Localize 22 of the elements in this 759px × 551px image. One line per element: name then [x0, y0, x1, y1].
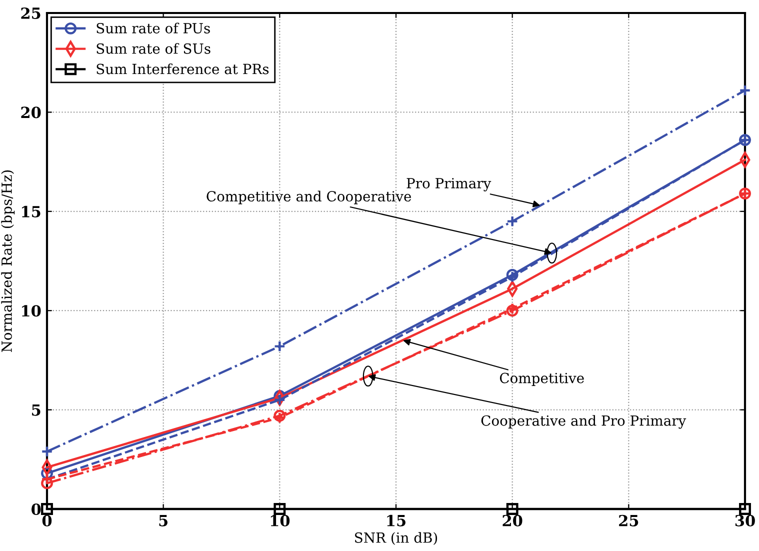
x-tick-label: 10 [270, 514, 290, 526]
legend-label: Sum rate of SUs [96, 43, 210, 54]
annotation: Pro Primary [406, 178, 492, 192]
x-tick-label: 5 [159, 515, 168, 526]
y-tick-label: 0 [32, 503, 41, 516]
x-tick-label: 30 [735, 514, 755, 526]
legend-label: Sum Interference at PRs [96, 63, 269, 74]
annotation: Competitive and Cooperative [206, 190, 412, 204]
x-tick-label: 0 [42, 514, 52, 526]
annotation: Competitive [500, 372, 584, 386]
y-tick-label: 25 [21, 7, 40, 20]
legend-label: Sum rate of PUs [96, 22, 210, 34]
y-tick-label: 10 [22, 305, 41, 317]
y-tick-label: 20 [21, 106, 41, 118]
y-tick-label: 5 [32, 404, 40, 416]
y-axis-title: Normalized Rate (bps/Hz) [1, 170, 15, 352]
x-tick-label: 15 [387, 514, 406, 526]
y-tick-label: 15 [22, 206, 40, 218]
x-tick-label: 25 [619, 514, 638, 526]
x-axis-title: SNR (in dB) [355, 532, 438, 545]
annotation: Cooperative and Pro Primary [481, 415, 686, 429]
x-tick-label: 20 [502, 514, 522, 526]
